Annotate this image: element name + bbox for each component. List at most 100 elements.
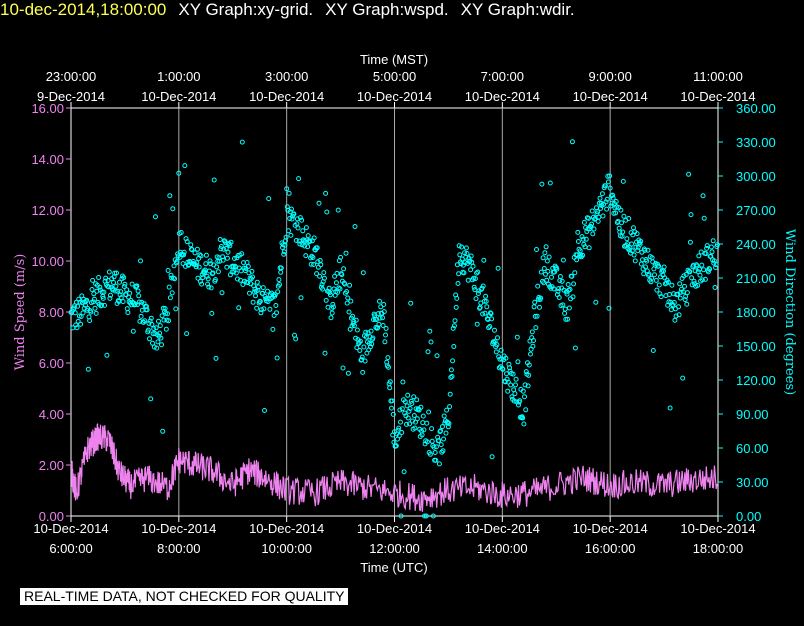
wdir-point — [430, 513, 436, 519]
wdir-point — [589, 208, 595, 214]
x-top-tick-date: 10-Dec-2014 — [357, 89, 432, 104]
wdir-point — [370, 335, 376, 341]
wdir-point — [683, 294, 689, 299]
wdir-point — [90, 277, 96, 283]
wdir-point — [699, 262, 705, 268]
wdir-point — [183, 236, 189, 242]
wdir-point — [165, 311, 170, 317]
wdir-point — [537, 304, 542, 310]
wdir-point — [117, 279, 122, 285]
wdir-point — [563, 316, 569, 322]
wdir-point — [495, 335, 500, 341]
wdir-point — [436, 438, 442, 443]
wdir-point — [709, 249, 715, 255]
wdir-point — [387, 379, 393, 385]
wdir-point — [421, 427, 427, 433]
wdir-point — [377, 315, 383, 321]
wdir-point — [168, 272, 174, 278]
wdir-point — [541, 280, 547, 286]
y-axis-left-title: Wind Speed (m/s) — [13, 254, 28, 371]
wdir-point — [329, 310, 335, 316]
x-bottom-tick-date: 10-Dec-2014 — [680, 521, 755, 536]
wdir-point — [374, 325, 380, 331]
wdir-point — [566, 305, 572, 311]
wdir-point — [192, 250, 198, 256]
wdir-point — [605, 179, 611, 185]
title-graph-grid: XY Graph:xy-grid. — [178, 0, 314, 19]
wdir-point — [129, 281, 135, 287]
wdir-point — [418, 404, 424, 410]
wdir-point — [544, 258, 550, 264]
wdir-point — [649, 275, 654, 281]
wdir-point — [713, 262, 719, 268]
wdir-point — [322, 350, 328, 356]
wdir-point — [489, 316, 495, 322]
wdir-point — [299, 242, 305, 248]
wdir-point — [112, 270, 118, 276]
wdir-point — [598, 205, 604, 211]
wdir-point — [682, 297, 688, 303]
wdir-point — [261, 306, 267, 312]
wdir-point — [483, 298, 489, 304]
wdir-point — [87, 318, 93, 324]
wdir-point — [591, 226, 597, 232]
wdir-point — [448, 367, 454, 373]
wdir-point — [348, 298, 354, 304]
wdir-point — [590, 231, 596, 237]
y-right-tick-label: 300.00 — [736, 169, 776, 184]
wdir-point — [318, 262, 324, 268]
x-top-tick-time: 9:00:00 — [588, 69, 631, 84]
wdir-point — [101, 289, 107, 295]
y-left-tick-label: 14.00 — [31, 152, 64, 167]
x-axis-top-title: Time (MST) — [360, 52, 428, 67]
wdir-point — [107, 295, 113, 301]
wdir-point — [645, 247, 651, 253]
wdir-point — [155, 339, 161, 345]
x-bottom-tick-time: 16:00:00 — [585, 541, 636, 556]
wdir-point — [613, 199, 619, 204]
wdir-point — [613, 210, 619, 216]
wdir-point — [75, 318, 81, 324]
y-right-tick-label: 0.00 — [736, 509, 761, 524]
wdir-point — [385, 355, 391, 361]
wdir-point — [341, 266, 347, 272]
wdir-point — [308, 261, 314, 267]
wdir-point — [159, 313, 165, 319]
wdir-point — [333, 280, 339, 286]
wdir-point — [225, 249, 231, 255]
wdir-point — [158, 335, 164, 341]
x-top-tick-time: 7:00:00 — [481, 69, 524, 84]
wdir-point — [701, 215, 707, 221]
wdir-point — [559, 278, 565, 284]
wdir-point — [305, 244, 311, 250]
wdir-point — [697, 272, 703, 278]
wdir-point — [271, 313, 277, 318]
wdir-point — [359, 354, 365, 360]
wdir-point — [621, 213, 627, 219]
wdir-point — [412, 425, 418, 431]
wdir-point — [610, 195, 616, 201]
wdir-point — [427, 451, 433, 457]
wdir-point — [327, 290, 333, 295]
wdir-point — [167, 295, 173, 301]
wdir-point — [451, 323, 457, 329]
wdir-point — [692, 268, 698, 274]
wdir-point — [515, 359, 521, 365]
wdir-point — [620, 178, 626, 184]
wdir-point — [474, 270, 480, 276]
wdir-point — [274, 355, 280, 361]
wdir-point — [281, 249, 287, 255]
wdir-point — [461, 270, 467, 276]
wdir-point — [400, 379, 406, 385]
wdir-point — [291, 211, 297, 217]
wdir-point — [411, 394, 417, 400]
wdir-point — [257, 298, 263, 304]
wdir-point — [121, 275, 127, 281]
wdir-point — [677, 295, 683, 301]
wdir-point — [526, 372, 532, 378]
wdir-point — [424, 420, 430, 426]
wdir-point — [603, 199, 609, 205]
wdir-point — [702, 276, 708, 282]
wdir-point — [699, 277, 705, 283]
wdir-point — [90, 299, 96, 305]
